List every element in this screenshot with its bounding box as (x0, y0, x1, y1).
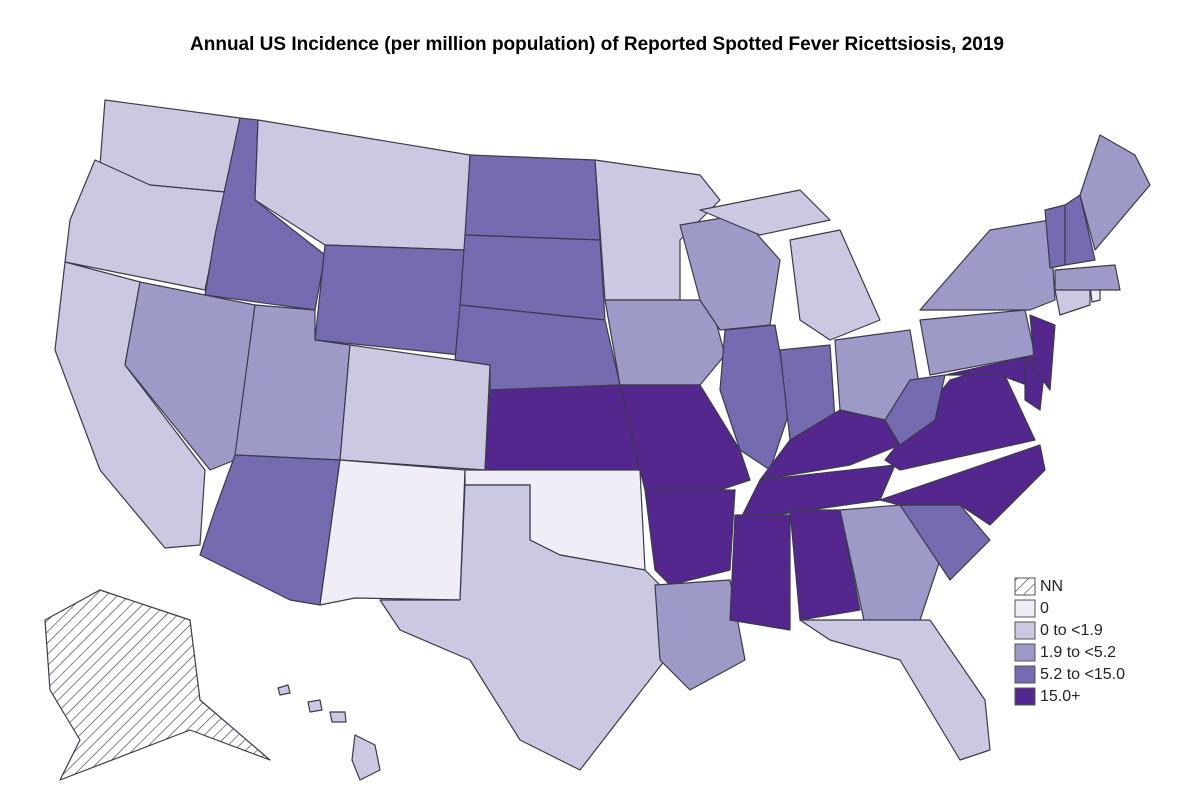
state (64, 159, 226, 291)
state (199, 454, 341, 606)
state (839, 504, 941, 626)
state (919, 219, 1056, 311)
legend-label: NN (1040, 578, 1063, 595)
state (1064, 194, 1096, 266)
state (339, 344, 491, 471)
state (1079, 134, 1151, 251)
state (789, 229, 881, 341)
legend-label: 0 to <1.9 (1040, 622, 1103, 639)
state (351, 734, 381, 781)
state (1054, 264, 1121, 291)
legend-swatch (1014, 599, 1036, 618)
state (654, 579, 746, 691)
map-title: Annual US Incidence (per million populat… (190, 34, 1004, 55)
state (307, 699, 323, 713)
legend-swatch (1014, 577, 1036, 596)
state (1029, 314, 1056, 391)
legend-swatch (1014, 621, 1036, 640)
state (329, 711, 347, 723)
state (277, 684, 291, 696)
state (379, 484, 666, 771)
legend: NN 0 0 to <1.9 1.9 to <5.2 5.2 to <15.0 15.0+ (1014, 577, 1125, 706)
state (879, 444, 1046, 526)
legend-label: 1.9 to <5.2 (1040, 644, 1116, 661)
state (699, 189, 831, 236)
state (604, 299, 726, 386)
legend-swatch (1014, 643, 1036, 662)
legend-label: 5.2 to <15.0 (1040, 666, 1125, 683)
state (789, 509, 861, 621)
states (44, 99, 1151, 781)
legend-swatch (1014, 665, 1036, 684)
state (464, 154, 601, 241)
state (644, 489, 736, 586)
state (319, 459, 466, 606)
state (799, 619, 991, 761)
state (884, 374, 946, 446)
legend-label: 0 (1040, 600, 1049, 617)
state (729, 514, 791, 631)
legend-label: 15.0+ (1040, 688, 1080, 705)
state (619, 384, 751, 491)
legend-swatch (1014, 687, 1036, 706)
state (314, 244, 466, 356)
state (44, 589, 271, 781)
state (484, 384, 641, 471)
